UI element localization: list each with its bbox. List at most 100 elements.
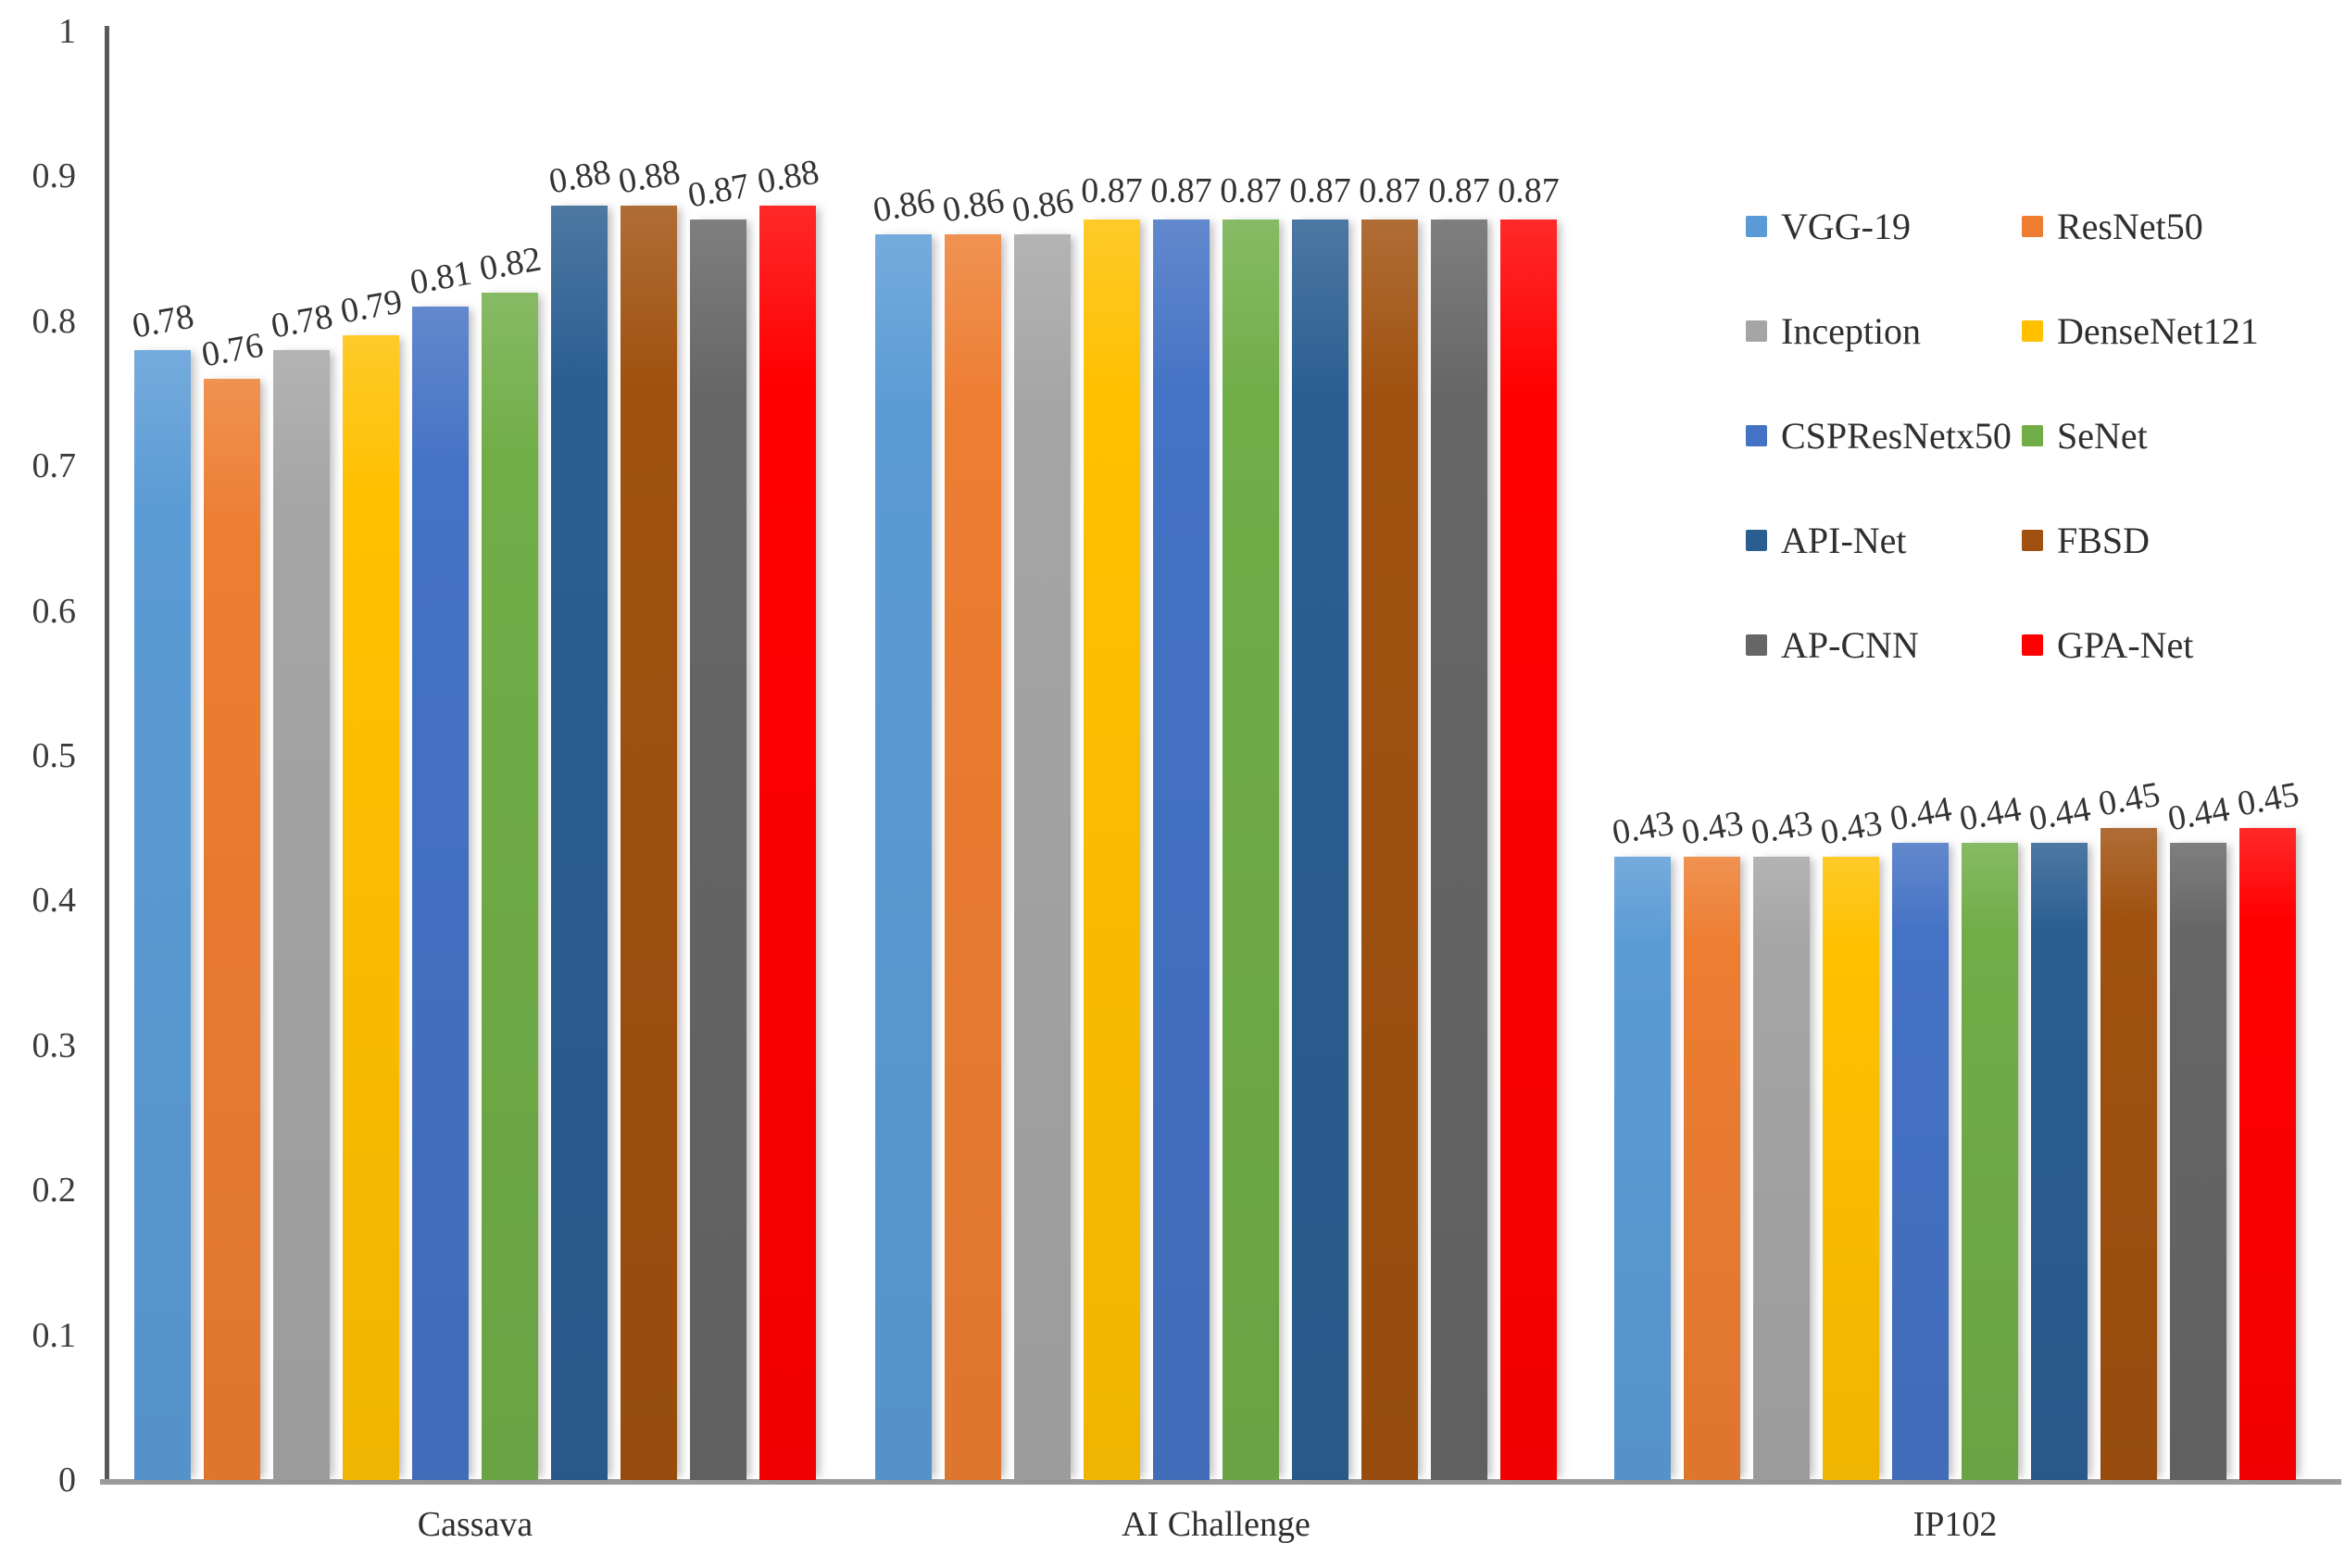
bar-value-label: 0.87 [1359,171,1421,210]
bar-cspresnetx50: 0.87 [1150,173,1212,1480]
bar-group-ai-challenge: 0.86 0.86 0.86 0.87 0.87 0.87 0.87 0.87 0.87 0.87 [870,173,1560,1480]
category-label: AI Challenge [1122,1505,1310,1544]
legend-label: AP-CNN [1781,623,1919,666]
bar-value-label: 0.78 [268,296,335,346]
bar-value-label: 0.87 [1498,171,1560,210]
bar-value-label: 0.81 [407,253,474,303]
bar-resnet50: 0.43 [1678,804,1746,1480]
bar-gpa-net: 0.87 [1498,173,1560,1480]
y-tick-label: 0.2 [31,1171,77,1210]
bar-value-label: 0.44 [1887,789,1954,839]
bar-value-label: 0.86 [939,181,1007,231]
bar-api-net: 0.44 [2025,790,2093,1480]
legend-label: CSPResNetx50 [1781,414,2012,457]
bar-value-label: 0.78 [129,296,196,346]
legend-swatch [2022,530,2043,551]
bar-value-label: 0.87 [1289,171,1351,210]
bar-value-label: 0.76 [198,325,266,375]
bar-value-label: 0.45 [2095,774,2163,824]
legend-label: GPA-Net [2057,623,2194,666]
bar-inception: 0.86 [1009,182,1076,1480]
legend-item-cspresnetx50: CSPResNetx50 [1746,414,2022,457]
y-tick-label: 0.7 [31,446,77,486]
bar-value-label: 0.86 [870,181,937,231]
bar-vgg-19: 0.86 [870,182,937,1480]
bar-value-label: 0.87 [1150,171,1212,210]
y-tick-label: 0.9 [31,157,77,196]
legend-item-resnet50: ResNet50 [2022,207,2259,245]
bar-vgg-19: 0.78 [129,297,196,1480]
bar-densenet121: 0.43 [1817,804,1885,1480]
legend-label: VGG-19 [1781,205,1911,247]
legend-label: API-Net [1781,519,1907,561]
bar-value-label: 0.45 [2234,774,2301,824]
legend-label: FBSD [2057,519,2151,561]
bar-fbsd: 0.45 [2095,775,2163,1480]
bar-group-ip102: 0.43 0.43 0.43 0.43 0.44 0.44 0.44 0.45 0.44 0.45 [1609,775,2301,1480]
legend-label: DenseNet121 [2057,309,2259,352]
legend-swatch [1746,216,1767,237]
bar-gpa-net: 0.45 [2234,775,2301,1480]
y-axis-line [105,26,109,1482]
legend-item-densenet121: DenseNet121 [2022,309,2259,352]
legend-item-fbsd: FBSD [2022,519,2259,561]
bar-ap-cnn: 0.44 [2164,790,2232,1480]
bar-value-label: 0.87 [1081,171,1143,210]
bar-value-label: 0.43 [1678,803,1746,853]
legend-swatch [1746,425,1767,446]
legend-item-inception: Inception [1746,309,2022,352]
legend-label: Inception [1781,309,1922,352]
bar-value-label: 0.44 [2164,789,2232,839]
category-label: Cassava [417,1505,533,1544]
legend-swatch [1746,634,1767,656]
y-tick-label: 0.5 [31,736,77,775]
bar-value-label: 0.43 [1748,803,1815,853]
bar-value-label: 0.79 [337,282,405,332]
y-tick-label: 0.8 [31,301,77,341]
legend-item-senet: SeNet [2022,414,2259,457]
bar-group-cassava: 0.78 0.76 0.78 0.79 0.81 0.82 0.88 0.88 0.87 0.88 [129,153,821,1480]
bar-cspresnetx50: 0.81 [407,254,474,1480]
x-axis-line [100,1479,2341,1485]
bar-resnet50: 0.76 [198,326,266,1480]
bar-senet: 0.82 [476,240,544,1480]
bar-value-label: 0.44 [2025,789,2093,839]
y-tick-label: 0 [58,1461,76,1499]
bar-ap-cnn: 0.87 [1428,173,1490,1480]
bar-vgg-19: 0.43 [1609,804,1676,1480]
bar-densenet121: 0.79 [337,282,405,1480]
bar-value-label: 0.87 [1220,171,1282,210]
bar-resnet50: 0.86 [939,182,1007,1480]
y-tick-label: 1 [58,12,76,51]
bar-densenet121: 0.87 [1081,173,1143,1480]
bar-value-label: 0.44 [1956,789,2024,839]
legend-swatch [2022,425,2043,446]
bar-api-net: 0.87 [1289,173,1351,1480]
legend-swatch [1746,320,1767,342]
legend-swatch [2022,216,2043,237]
chart-legend: VGG-19 ResNet50 Inception DenseNet121 CSPRes… [1746,174,2259,697]
category-label: IP102 [1912,1505,1998,1544]
legend-item-ap-cnn: AP-CNN [1746,623,2022,666]
y-tick-label: 0.3 [31,1025,77,1065]
bar-gpa-net: 0.88 [754,153,821,1480]
bar-api-net: 0.88 [545,153,613,1480]
bar-value-label: 0.88 [754,152,821,202]
bar-value-label: 0.88 [615,152,683,202]
legend-item-vgg-19: VGG-19 [1746,205,2022,247]
legend-item-gpa-net: GPA-Net [2022,623,2259,666]
bar-value-label: 0.82 [476,239,544,289]
bar-value-label: 0.87 [1428,171,1490,210]
bar-senet: 0.87 [1220,173,1282,1480]
bar-inception: 0.43 [1748,804,1815,1480]
bar-senet: 0.44 [1956,790,2024,1480]
legend-swatch [2022,320,2043,342]
bar-value-label: 0.87 [684,166,752,216]
y-tick-label: 0.4 [31,881,77,921]
legend-label: SeNet [2057,414,2148,457]
bar-cspresnetx50: 0.44 [1887,790,1954,1480]
bar-value-label: 0.88 [545,152,613,202]
legend-swatch [1746,530,1767,551]
bar-value-label: 0.43 [1609,803,1676,853]
